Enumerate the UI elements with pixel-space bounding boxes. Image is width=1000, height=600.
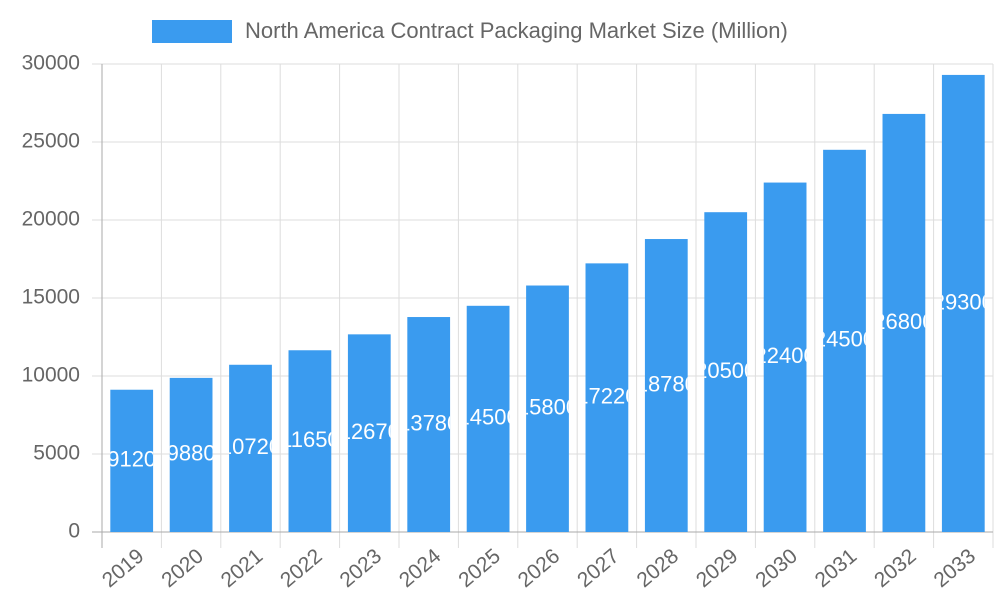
bar [407, 317, 451, 532]
bar [585, 263, 629, 532]
x-tick-label: 2028 [633, 544, 684, 592]
x-tick-label: 2021 [217, 544, 268, 592]
y-tick-label: 20000 [22, 208, 80, 231]
x-tick-label: 2027 [573, 544, 624, 592]
y-tick-label: 10000 [22, 364, 80, 387]
x-tick-label: 2029 [692, 544, 743, 592]
data-label: 24500 [814, 327, 875, 352]
data-label: 12670 [339, 419, 400, 444]
x-tick-label: 2022 [276, 544, 327, 592]
bar [347, 334, 391, 532]
x-tick-label: 2023 [336, 544, 387, 592]
data-label: 9880 [167, 441, 216, 466]
x-tick-label: 2033 [930, 544, 981, 592]
bar [704, 212, 748, 532]
data-label: 20500 [695, 358, 756, 383]
y-tick-label: 5000 [33, 442, 80, 465]
data-label: 18780 [636, 371, 697, 396]
data-label: 10720 [220, 434, 281, 459]
x-tick-label: 2030 [751, 544, 802, 592]
bar [823, 149, 866, 533]
x-tick-label: 2020 [157, 544, 208, 592]
data-label: 13780 [398, 410, 459, 435]
data-label: 29300 [933, 289, 994, 314]
bar [882, 113, 926, 533]
bar [466, 305, 510, 532]
bar [763, 182, 807, 532]
x-tick-label: 2026 [514, 544, 565, 592]
y-tick-label: 0 [68, 520, 80, 543]
x-tick-label: 2025 [454, 544, 505, 592]
x-tick-label: 2019 [98, 544, 149, 592]
bar [110, 389, 154, 532]
y-tick-label: 25000 [22, 130, 80, 153]
bar [229, 364, 272, 532]
data-label: 9120 [107, 447, 156, 472]
x-tick-label: 2031 [811, 544, 862, 592]
data-label: 26800 [873, 309, 934, 334]
bar [644, 239, 688, 533]
data-label: 11650 [280, 427, 340, 452]
data-label: 15800 [517, 395, 578, 420]
data-label: 17220 [576, 383, 637, 408]
x-tick-label: 2032 [870, 544, 921, 592]
data-label: 22400 [755, 343, 816, 368]
x-tick-label: 2024 [395, 544, 446, 592]
bar [526, 285, 569, 532]
bar [169, 377, 213, 532]
y-tick-label: 30000 [22, 52, 80, 75]
legend-label: North America Contract Packaging Market … [245, 18, 788, 43]
bar [941, 74, 985, 533]
y-tick-label: 15000 [22, 286, 80, 309]
legend-swatch [152, 20, 232, 43]
data-label: 14500 [458, 405, 519, 430]
bar [288, 350, 332, 532]
